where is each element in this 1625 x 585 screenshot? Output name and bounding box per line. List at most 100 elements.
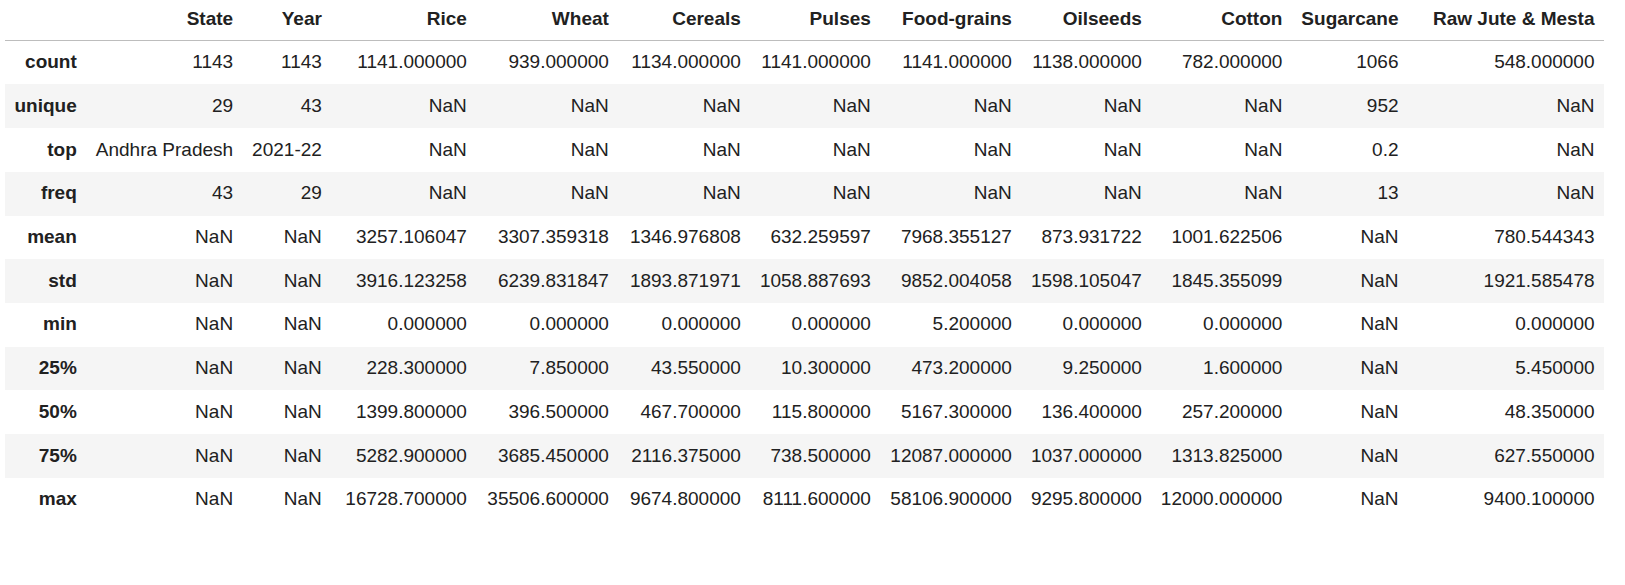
cell: NaN xyxy=(880,128,1021,172)
cell: 43 xyxy=(86,172,242,216)
column-header: Cotton xyxy=(1151,0,1292,40)
cell: 2021-22 xyxy=(243,128,332,172)
cell: 0.000000 xyxy=(750,303,880,347)
cell: 228.300000 xyxy=(331,347,476,391)
cell: 3307.359318 xyxy=(476,216,618,260)
cell: 5.450000 xyxy=(1408,347,1604,391)
cell: NaN xyxy=(1408,84,1604,128)
cell: NaN xyxy=(1292,478,1408,522)
cell: NaN xyxy=(86,434,242,478)
table-row: maxNaNNaN16728.70000035506.6000009674.80… xyxy=(5,478,1604,522)
cell: 0.000000 xyxy=(618,303,750,347)
cell: NaN xyxy=(86,216,242,260)
cell: 3685.450000 xyxy=(476,434,618,478)
cell: 952 xyxy=(1292,84,1408,128)
cell: NaN xyxy=(618,128,750,172)
column-header: Rice xyxy=(331,0,476,40)
cell: 58106.900000 xyxy=(880,478,1021,522)
cell: NaN xyxy=(618,172,750,216)
cell: NaN xyxy=(1021,84,1151,128)
cell: NaN xyxy=(476,84,618,128)
table-row: meanNaNNaN3257.1060473307.3593181346.976… xyxy=(5,216,1604,260)
cell: 0.000000 xyxy=(331,303,476,347)
cell: 632.259597 xyxy=(750,216,880,260)
cell: NaN xyxy=(880,172,1021,216)
cell: 627.550000 xyxy=(1408,434,1604,478)
table-row: 75%NaNNaN5282.9000003685.4500002116.3750… xyxy=(5,434,1604,478)
cell: 1134.000000 xyxy=(618,40,750,84)
row-label: freq xyxy=(5,172,86,216)
cell: 12087.000000 xyxy=(880,434,1021,478)
table-row: freq4329NaNNaNNaNNaNNaNNaNNaN13NaN xyxy=(5,172,1604,216)
cell: NaN xyxy=(618,84,750,128)
cell: 1141.000000 xyxy=(880,40,1021,84)
cell: 0.000000 xyxy=(1408,303,1604,347)
cell: 7968.355127 xyxy=(880,216,1021,260)
table-header: StateYearRiceWheatCerealsPulsesFood-grai… xyxy=(5,0,1604,40)
cell: 782.000000 xyxy=(1151,40,1292,84)
cell: 10.300000 xyxy=(750,347,880,391)
cell: NaN xyxy=(243,390,332,434)
cell: NaN xyxy=(1021,128,1151,172)
row-label: 25% xyxy=(5,347,86,391)
row-label: std xyxy=(5,259,86,303)
column-header: Sugarcane xyxy=(1292,0,1408,40)
cell: NaN xyxy=(1151,128,1292,172)
cell: 1921.585478 xyxy=(1408,259,1604,303)
row-label: count xyxy=(5,40,86,84)
cell: NaN xyxy=(1021,172,1151,216)
cell: 16728.700000 xyxy=(331,478,476,522)
row-label: mean xyxy=(5,216,86,260)
cell: 1598.105047 xyxy=(1021,259,1151,303)
cell: NaN xyxy=(331,172,476,216)
column-header: Year xyxy=(243,0,332,40)
cell: 48.350000 xyxy=(1408,390,1604,434)
column-header: State xyxy=(86,0,242,40)
cell: 473.200000 xyxy=(880,347,1021,391)
column-header: Oilseeds xyxy=(1021,0,1151,40)
row-label: 50% xyxy=(5,390,86,434)
cell: 873.931722 xyxy=(1021,216,1151,260)
cell: 257.200000 xyxy=(1151,390,1292,434)
cell: 13 xyxy=(1292,172,1408,216)
table-row: topAndhra Pradesh2021-22NaNNaNNaNNaNNaNN… xyxy=(5,128,1604,172)
cell: 0.000000 xyxy=(1021,303,1151,347)
cell: 396.500000 xyxy=(476,390,618,434)
cell: 3916.123258 xyxy=(331,259,476,303)
cell: 43 xyxy=(243,84,332,128)
cell: NaN xyxy=(476,172,618,216)
table-row: count114311431141.000000939.0000001134.0… xyxy=(5,40,1604,84)
row-label: 75% xyxy=(5,434,86,478)
column-header: Raw Jute & Mesta xyxy=(1408,0,1604,40)
cell: NaN xyxy=(1292,303,1408,347)
cell: NaN xyxy=(1408,128,1604,172)
cell: 1058.887693 xyxy=(750,259,880,303)
cell: NaN xyxy=(86,303,242,347)
cell: 29 xyxy=(243,172,332,216)
cell: 1037.000000 xyxy=(1021,434,1151,478)
cell: 1.600000 xyxy=(1151,347,1292,391)
cell: 7.850000 xyxy=(476,347,618,391)
cell: NaN xyxy=(880,84,1021,128)
cell: 2116.375000 xyxy=(618,434,750,478)
cell: NaN xyxy=(243,303,332,347)
cell: NaN xyxy=(331,128,476,172)
index-column-header xyxy=(5,0,86,40)
cell: 1138.000000 xyxy=(1021,40,1151,84)
table-row: unique2943NaNNaNNaNNaNNaNNaNNaN952NaN xyxy=(5,84,1604,128)
cell: 6239.831847 xyxy=(476,259,618,303)
cell: 1143 xyxy=(86,40,242,84)
cell: NaN xyxy=(86,259,242,303)
column-header: Pulses xyxy=(750,0,880,40)
cell: NaN xyxy=(331,84,476,128)
cell: NaN xyxy=(86,347,242,391)
dataframe-describe-table: StateYearRiceWheatCerealsPulsesFood-grai… xyxy=(5,0,1604,521)
table-row: 50%NaNNaN1399.800000396.500000467.700000… xyxy=(5,390,1604,434)
header-row: StateYearRiceWheatCerealsPulsesFood-grai… xyxy=(5,0,1604,40)
cell: 43.550000 xyxy=(618,347,750,391)
table-row: minNaNNaN0.0000000.0000000.0000000.00000… xyxy=(5,303,1604,347)
cell: 35506.600000 xyxy=(476,478,618,522)
cell: 548.000000 xyxy=(1408,40,1604,84)
cell: 1141.000000 xyxy=(331,40,476,84)
cell: 29 xyxy=(86,84,242,128)
